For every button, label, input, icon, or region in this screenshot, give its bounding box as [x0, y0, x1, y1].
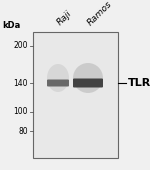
Text: TLR9: TLR9: [128, 78, 150, 88]
Text: kDa: kDa: [2, 21, 20, 30]
Text: 200: 200: [14, 41, 28, 50]
Text: Ramos: Ramos: [86, 0, 114, 27]
Text: Raji: Raji: [55, 9, 73, 27]
FancyBboxPatch shape: [47, 80, 69, 87]
FancyBboxPatch shape: [73, 79, 103, 88]
Text: 140: 140: [14, 79, 28, 88]
Ellipse shape: [73, 63, 103, 93]
Text: 80: 80: [18, 126, 28, 135]
Ellipse shape: [47, 64, 69, 92]
FancyBboxPatch shape: [33, 32, 118, 158]
Text: 100: 100: [14, 107, 28, 116]
